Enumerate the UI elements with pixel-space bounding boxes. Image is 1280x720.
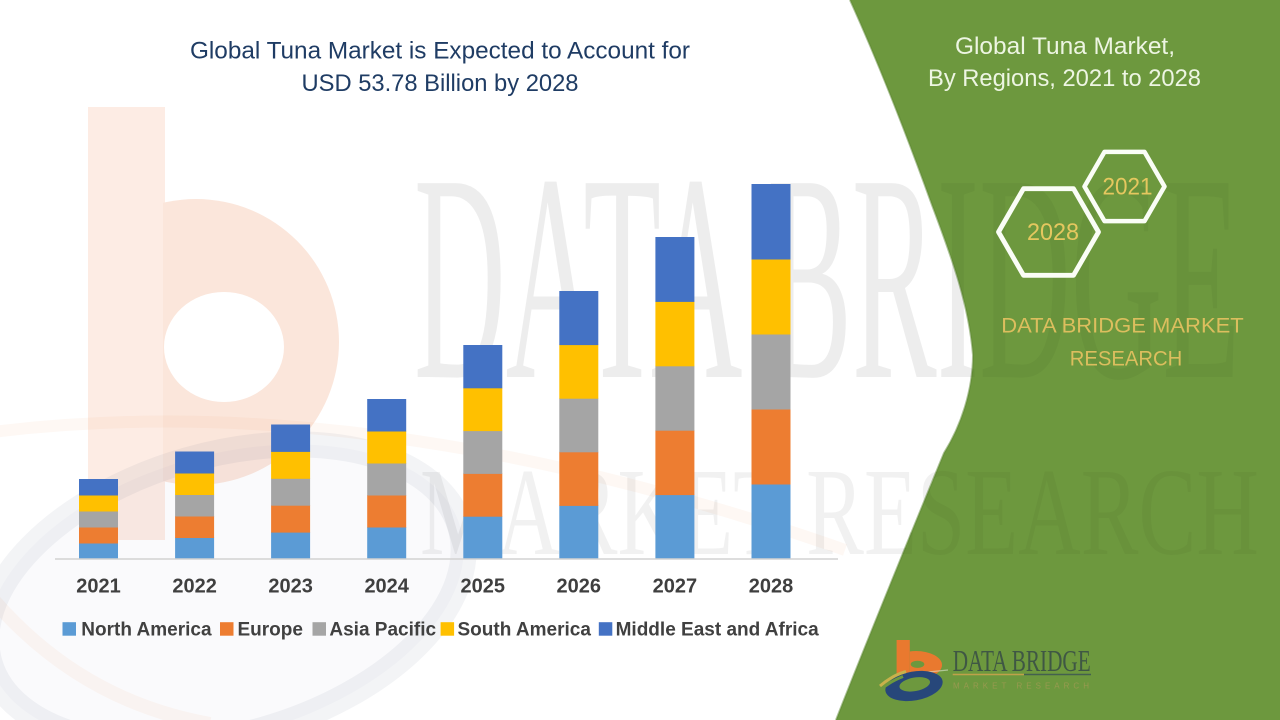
svg-text:DATA BRIDGE MARKET: DATA BRIDGE MARKET (1001, 313, 1244, 338)
svg-text:Europe: Europe (238, 620, 303, 641)
svg-text:2023: 2023 (268, 576, 313, 598)
svg-text:USD 53.78 Billion by 2028: USD 53.78 Billion by 2028 (302, 70, 579, 97)
svg-text:2024: 2024 (364, 576, 409, 598)
svg-text:North America: North America (81, 620, 212, 641)
svg-text:2027: 2027 (653, 576, 698, 598)
svg-text:Global Tuna Market is Expected: Global Tuna Market is Expected to Accoun… (190, 38, 690, 65)
svg-text:Asia Pacific: Asia Pacific (329, 620, 436, 641)
svg-text:DATA BRIDGE: DATA BRIDGE (953, 643, 1091, 678)
svg-text:South America: South America (458, 620, 592, 641)
svg-text:2022: 2022 (172, 576, 217, 598)
svg-text:2028: 2028 (749, 576, 794, 598)
svg-text:2026: 2026 (557, 576, 602, 598)
svg-text:Middle East and Africa: Middle East and Africa (616, 620, 819, 641)
svg-text:2025: 2025 (461, 576, 506, 598)
svg-text:2028: 2028 (1027, 219, 1079, 246)
svg-text:2021: 2021 (76, 576, 121, 598)
svg-text:Global Tuna Market,: Global Tuna Market, (955, 34, 1175, 60)
svg-text:2021: 2021 (1103, 173, 1153, 200)
svg-text:MARKET RESEARCH: MARKET RESEARCH (953, 682, 1092, 691)
svg-text:By Regions, 2021 to 2028: By Regions, 2021 to 2028 (928, 66, 1201, 92)
svg-text:RESEARCH: RESEARCH (1070, 346, 1183, 371)
